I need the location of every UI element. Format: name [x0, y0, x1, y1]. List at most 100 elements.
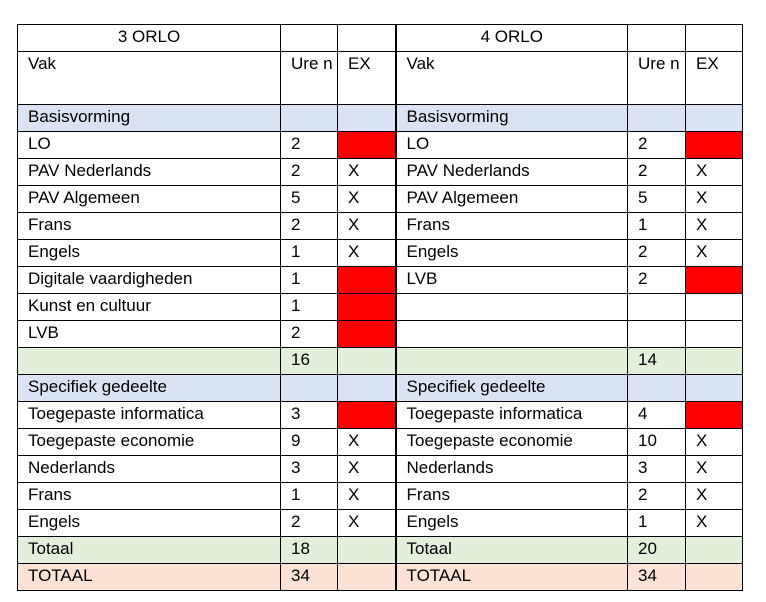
ex-cell [685, 131, 743, 159]
vak-cell: Frans [394, 482, 628, 510]
section-empty [685, 104, 743, 132]
section-value: 34 [627, 563, 686, 591]
uren-cell: 1 [280, 266, 338, 294]
totaal-row: Totaal 18 Totaal 20 [17, 536, 743, 564]
uren-cell: 2 [280, 509, 338, 537]
uren-cell: 5 [280, 185, 338, 213]
title-3-orlo: 3 ORLO [17, 24, 281, 52]
table-row: Digitale vaardigheden 1 LVB 2 [17, 266, 743, 294]
ex-cell [685, 401, 743, 429]
uren-cell: 9 [280, 428, 338, 456]
table-row: Engels 1 X Engels 2 X [17, 239, 743, 267]
uren-cell: 2 [280, 158, 338, 186]
section-label: Basisvorming [394, 104, 628, 132]
vak-cell: LVB [394, 266, 628, 294]
vak-cell: Toegepaste informatica [17, 401, 281, 429]
table-row: LVB 2 [17, 320, 743, 348]
section-label: TOTAAL [394, 563, 628, 591]
table-row: Frans 2 X Frans 1 X [17, 212, 743, 240]
vak-cell: Frans [17, 212, 281, 240]
table-row: PAV Algemeen 5 X PAV Algemeen 5 X [17, 185, 743, 213]
uren-cell: 2 [280, 131, 338, 159]
section-empty [337, 104, 396, 132]
orlo-hours-table: 3 ORLO 4 ORLO Vak Ure n EX Vak Ure n EX … [17, 24, 743, 591]
section-empty [337, 563, 396, 591]
uren-cell: 1 [280, 482, 338, 510]
vak-cell [394, 293, 628, 321]
specifiek-row: Specifiek gedeelte Specifiek gedeelte [17, 374, 743, 402]
section-value [280, 104, 338, 132]
section-empty [685, 563, 743, 591]
table-row: Engels 2 X Engels 1 X [17, 509, 743, 537]
uren-cell: 2 [280, 212, 338, 240]
basisvorming-row: Basisvorming Basisvorming [17, 104, 743, 132]
vak-cell: LO [17, 131, 281, 159]
ex-cell [337, 293, 396, 321]
section-empty [337, 374, 396, 402]
ex-cell: X [685, 212, 743, 240]
vak-cell: Nederlands [394, 455, 628, 483]
uren-cell: 3 [627, 455, 686, 483]
ex-cell: X [685, 185, 743, 213]
vak-cell: Frans [394, 212, 628, 240]
uren-cell [627, 293, 686, 321]
vak-cell: LVB [17, 320, 281, 348]
ex-cell: X [337, 212, 396, 240]
vak-cell: LO [394, 131, 628, 159]
uren-cell: 2 [627, 482, 686, 510]
ex-cell: X [685, 239, 743, 267]
section-value: 18 [280, 536, 338, 564]
uren-cell: 3 [280, 455, 338, 483]
uren-cell: 1 [627, 509, 686, 537]
vak-cell [394, 320, 628, 348]
header-uren: Ure n [627, 51, 686, 105]
section-label: Totaal [17, 536, 281, 564]
ex-cell: X [685, 482, 743, 510]
uren-cell: 2 [280, 320, 338, 348]
section-value [627, 374, 686, 402]
table-row: Toegepaste economie 9 X Toegepaste economie… [17, 428, 743, 456]
uren-cell: 2 [627, 158, 686, 186]
ex-cell [685, 320, 743, 348]
section-empty [337, 347, 396, 375]
ex-cell [685, 293, 743, 321]
section-value: 34 [280, 563, 338, 591]
header-ex: EX [337, 51, 396, 105]
ex-cell [685, 266, 743, 294]
vak-cell: PAV Nederlands [17, 158, 281, 186]
ex-cell: X [337, 482, 396, 510]
section-label: TOTAAL [17, 563, 281, 591]
vak-cell: Engels [394, 509, 628, 537]
ex-cell [337, 266, 396, 294]
section-label: Totaal [394, 536, 628, 564]
table-row: Kunst en cultuur 1 [17, 293, 743, 321]
ex-cell: X [337, 158, 396, 186]
vak-cell: PAV Algemeen [394, 185, 628, 213]
uren-cell: 2 [627, 266, 686, 294]
uren-cell: 5 [627, 185, 686, 213]
table-row: LO 2 LO 2 [17, 131, 743, 159]
section-label [17, 347, 281, 375]
section-label [394, 347, 628, 375]
section-value [627, 104, 686, 132]
vak-cell: Engels [17, 239, 281, 267]
table-row: Toegepaste informatica 3 Toegepaste inform… [17, 401, 743, 429]
ex-cell: X [337, 239, 396, 267]
uren-cell [627, 320, 686, 348]
vak-cell: PAV Algemeen [17, 185, 281, 213]
uren-cell: 2 [627, 239, 686, 267]
title-row: 3 ORLO 4 ORLO [17, 24, 743, 52]
grand-total-row: TOTAAL 34 TOTAAL 34 [17, 563, 743, 591]
section-label: Specifiek gedeelte [394, 374, 628, 402]
section-value: 16 [280, 347, 338, 375]
uren-cell: 1 [627, 212, 686, 240]
header-row: Vak Ure n EX Vak Ure n EX [17, 51, 743, 105]
section-value: 20 [627, 536, 686, 564]
section-empty [685, 536, 743, 564]
ex-cell: X [337, 455, 396, 483]
section-empty [685, 374, 743, 402]
section-empty [685, 347, 743, 375]
header-ex: EX [685, 51, 743, 105]
table-row: Nederlands 3 X Nederlands 3 X [17, 455, 743, 483]
uren-cell: 1 [280, 239, 338, 267]
